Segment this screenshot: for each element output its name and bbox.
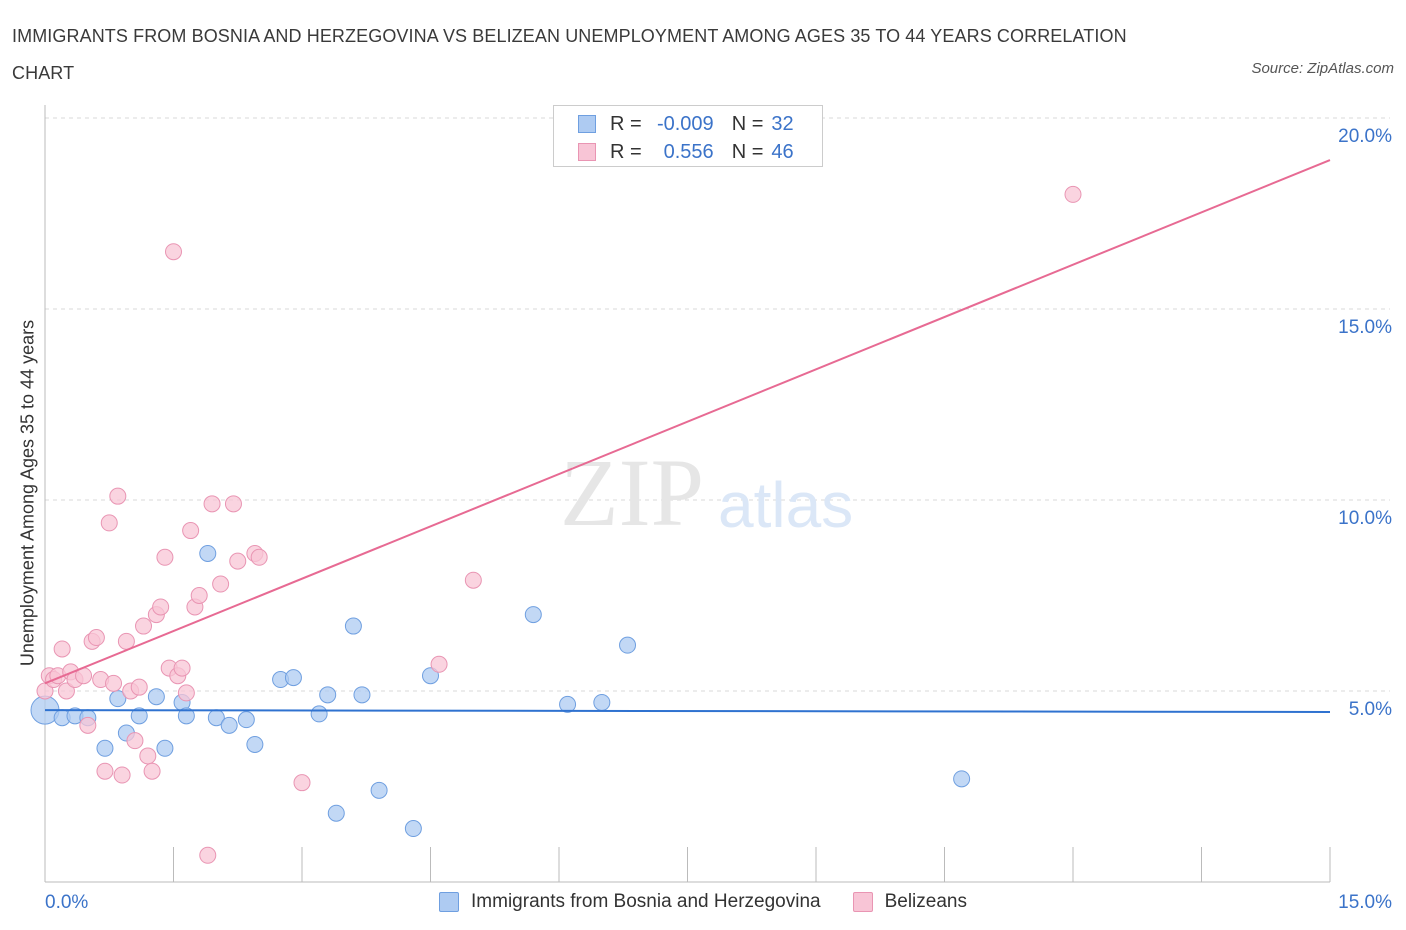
point-belizeans <box>139 747 157 765</box>
point-belizeans <box>464 571 482 589</box>
point-belizeans <box>152 598 170 616</box>
point-bosnia <box>246 735 264 753</box>
point-belizeans <box>53 640 71 658</box>
point-belizeans <box>224 495 242 513</box>
legend-row-belizeans: R = 0.556 N = 46 <box>578 138 794 166</box>
point-belizeans <box>182 522 200 540</box>
point-bosnia <box>177 707 195 725</box>
legend-row-bosnia: R = -0.009 N = 32 <box>578 110 794 138</box>
point-belizeans <box>57 682 75 700</box>
point-bosnia <box>96 739 114 757</box>
point-belizeans <box>165 243 182 261</box>
legend-n-value: 46 <box>771 140 794 163</box>
watermark: ZIP atlas <box>560 439 853 546</box>
source-label: Source: ZipAtlas.com <box>1251 60 1394 77</box>
point-bosnia <box>284 669 302 687</box>
point-belizeans <box>143 762 161 780</box>
point-belizeans <box>1064 185 1082 203</box>
point-bosnia <box>559 695 577 713</box>
point-bosnia <box>319 686 337 704</box>
point-belizeans <box>199 846 217 864</box>
point-bosnia <box>370 781 388 799</box>
point-belizeans <box>430 655 448 673</box>
point-belizeans <box>212 575 230 593</box>
point-belizeans <box>100 514 118 532</box>
point-belizeans <box>177 684 195 702</box>
point-bosnia <box>422 667 439 685</box>
point-belizeans <box>126 732 144 750</box>
point-belizeans <box>96 762 114 780</box>
point-bosnia <box>199 544 217 562</box>
point-bosnia <box>593 693 611 711</box>
tick-labels: 5.0% 10.0% 15.0% 20.0% 0.0% 15.0% <box>45 126 1392 913</box>
legend-label-bosnia: Immigrants from Bosnia and Herzegovina <box>471 891 821 912</box>
legend-r-label: R = <box>610 140 642 163</box>
point-bosnia <box>524 606 542 624</box>
legend-n-label: N = <box>731 140 764 163</box>
point-belizeans <box>203 495 221 513</box>
point-belizeans <box>173 659 191 677</box>
point-belizeans <box>156 548 174 566</box>
legend-r-label: R = <box>610 112 642 135</box>
point-belizeans <box>109 487 127 505</box>
point-bosnia <box>619 636 637 654</box>
point-belizeans <box>87 629 105 647</box>
legend-n-value: 32 <box>771 112 794 135</box>
legend-n-label: N = <box>731 112 764 135</box>
legend-swatch-belizeans <box>578 143 596 161</box>
y-tick-label: 10.0% <box>1338 508 1392 529</box>
point-belizeans <box>250 548 268 566</box>
point-belizeans <box>113 766 131 784</box>
watermark-atlas: atlas <box>718 469 853 541</box>
point-belizeans <box>190 587 208 604</box>
y-tick-label: 20.0% <box>1338 126 1392 147</box>
point-belizeans <box>130 678 148 696</box>
point-bosnia <box>130 707 148 725</box>
point-bosnia <box>953 770 971 788</box>
point-bosnia <box>156 739 174 757</box>
trend-line-belizeans <box>44 159 1331 685</box>
x-tick-label: 15.0% <box>1338 892 1392 913</box>
point-bosnia <box>310 705 328 723</box>
y-tick-label: 15.0% <box>1338 317 1392 338</box>
point-bosnia <box>327 804 345 822</box>
point-belizeans <box>105 674 123 692</box>
legend-item-bosnia[interactable]: Immigrants from Bosnia and Herzegovina <box>439 891 821 913</box>
trend-lines <box>44 159 1331 714</box>
point-belizeans <box>229 552 247 570</box>
chart-title: IMMIGRANTS FROM BOSNIA AND HERZEGOVINA V… <box>12 26 1127 83</box>
correlation-legend: R = -0.009 N = 32 R = 0.556 N = 46 <box>553 105 823 167</box>
y-tick-label: 5.0% <box>1349 699 1392 720</box>
point-belizeans <box>135 617 153 635</box>
point-bosnia <box>237 711 255 729</box>
legend-r-value: -0.009 <box>656 112 714 135</box>
point-bosnia <box>353 686 371 704</box>
legend-swatch-bosnia <box>578 115 596 133</box>
point-bosnia <box>147 688 165 706</box>
series-legend: Immigrants from Bosnia and Herzegovina B… <box>0 888 1406 916</box>
legend-label-belizeans: Belizeans <box>884 891 967 912</box>
grid <box>45 117 1390 692</box>
axes <box>44 105 1331 883</box>
legend-swatch-belizeans <box>852 892 873 912</box>
trend-line-bosnia <box>44 709 1331 714</box>
point-bosnia <box>344 617 362 635</box>
point-bosnia <box>404 820 422 838</box>
legend-swatch-bosnia <box>439 892 460 912</box>
x-tick-label: 0.0% <box>45 892 88 913</box>
scatter-points <box>30 185 1082 864</box>
point-belizeans <box>293 774 311 792</box>
point-bosnia <box>220 716 238 734</box>
legend-item-belizeans[interactable]: Belizeans <box>852 891 967 913</box>
y-axis-label: Unemployment Among Ages 35 to 44 years <box>17 319 38 667</box>
legend-r-value: 0.556 <box>663 140 714 163</box>
point-belizeans <box>79 716 97 734</box>
watermark-zip: ZIP <box>560 439 704 546</box>
